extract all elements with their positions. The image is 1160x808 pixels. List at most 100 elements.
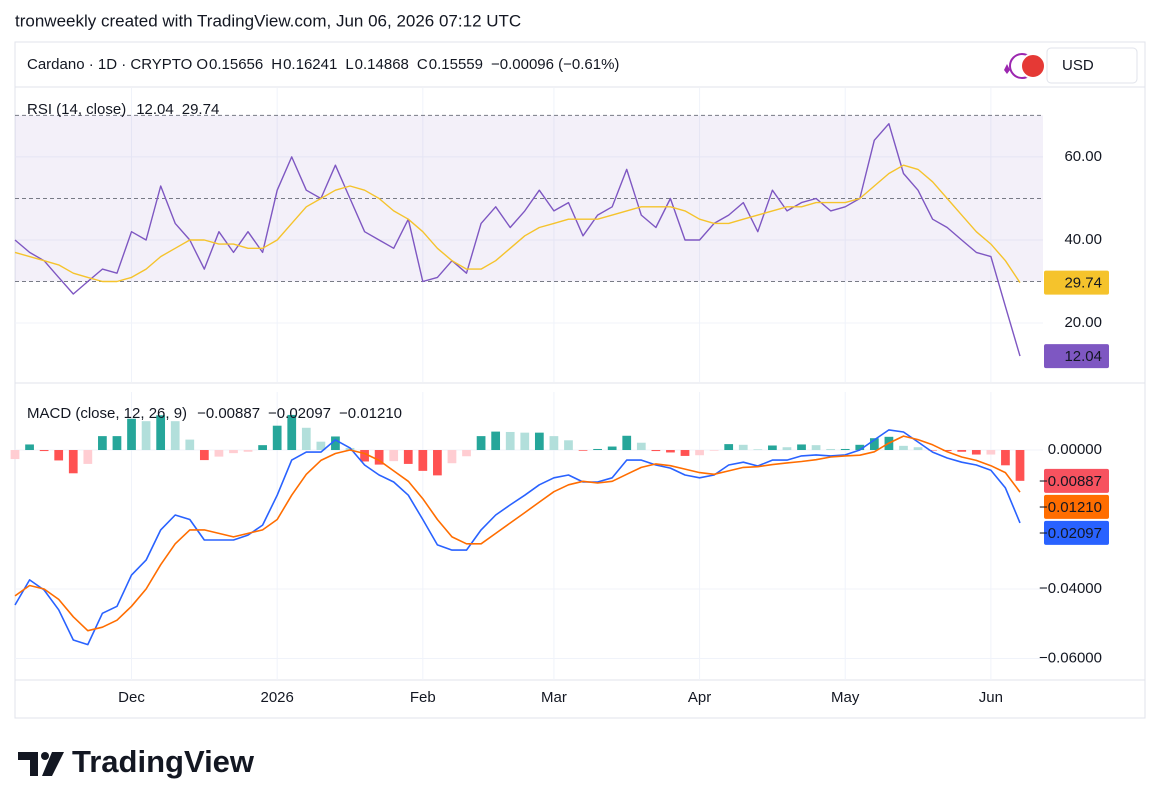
histogram-bar <box>520 432 530 451</box>
histogram-bar <box>272 425 282 451</box>
histogram-bar <box>534 432 544 451</box>
histogram-bar <box>462 450 471 457</box>
histogram-bar <box>170 421 180 451</box>
histogram-bar <box>768 445 777 451</box>
histogram-bar <box>636 442 646 451</box>
histogram-bar <box>301 427 311 451</box>
histogram-bar <box>199 450 209 461</box>
legend-value: 29.74 <box>182 101 220 118</box>
ohlc-label: L <box>345 56 353 73</box>
histogram-bar <box>651 450 661 452</box>
histogram-bar <box>185 439 195 451</box>
histogram-bar <box>899 445 908 451</box>
histogram-bar <box>986 450 996 455</box>
ohlc-value: 0.14868 <box>355 56 409 73</box>
histogram-bar <box>826 448 836 451</box>
price-badge-label: 12.04 <box>1064 348 1102 365</box>
legend-value: −0.01210 <box>339 405 402 422</box>
histogram-bar <box>957 450 967 452</box>
histogram-bar <box>287 414 297 451</box>
histogram-bar <box>418 450 428 471</box>
price-badge-label: −0.00887 <box>1039 473 1102 490</box>
histogram-bar <box>840 448 850 451</box>
histogram-bar <box>331 436 340 451</box>
x-tick-label: Jun <box>979 689 1003 706</box>
histogram-bar <box>98 436 107 451</box>
price-badge-label: 29.74 <box>1064 275 1102 292</box>
histogram-bar <box>593 448 602 451</box>
histogram-bar <box>811 445 821 451</box>
histogram-bar <box>622 435 632 451</box>
histogram-bar <box>229 450 238 454</box>
histogram-bar <box>316 441 326 451</box>
ohlc-label: O <box>196 56 208 73</box>
histogram-bar <box>1015 450 1025 481</box>
histogram-bar <box>243 450 253 452</box>
legend-value: 12.04 <box>136 101 174 118</box>
price-badge <box>1044 520 1109 545</box>
y-tick-label: −0.04000 <box>1039 580 1102 597</box>
series-line <box>14 429 1021 646</box>
x-tick-label: Apr <box>688 689 711 706</box>
ohlc-label: C <box>417 56 428 73</box>
histogram-bar <box>709 450 719 451</box>
histogram-bar <box>797 444 806 451</box>
legend-value: −0.00887 <box>197 405 260 422</box>
x-tick-label: Mar <box>541 689 567 706</box>
histogram-bar <box>127 418 136 451</box>
histogram-bar <box>214 450 224 457</box>
y-tick-label: −0.06000 <box>1039 649 1102 666</box>
histogram-bar <box>913 447 923 451</box>
histogram-bar <box>505 431 515 451</box>
histogram-bar <box>695 450 704 456</box>
histogram-bar <box>738 444 748 451</box>
histogram-bar <box>10 450 20 460</box>
y-tick-label: 20.00 <box>1064 314 1102 331</box>
symbol-name: Cardano · 1D · CRYPTO <box>27 56 192 73</box>
ohlc-value: 0.15559 <box>429 56 483 73</box>
indicator-title: MACD (close, 12, 26, 9) <box>27 405 187 422</box>
histogram-bar <box>389 450 399 462</box>
histogram-bar <box>680 450 690 456</box>
histogram-bar <box>971 450 981 455</box>
credit: tronweekly created with TradingView.com,… <box>15 11 521 30</box>
price-badge <box>1044 468 1109 493</box>
histogram-bar <box>68 450 78 474</box>
histogram-bar <box>258 445 267 451</box>
histogram-bar <box>433 450 442 476</box>
ohlc-value: 0.16241 <box>283 56 337 73</box>
icon <box>1004 64 1010 74</box>
y-tick-label: 60.00 <box>1064 148 1102 165</box>
histogram-bar <box>928 450 937 451</box>
histogram-bar <box>141 421 151 451</box>
price-badge <box>1044 494 1109 519</box>
y-tick-label: 0.00000 <box>1048 441 1102 458</box>
logo: TradingView <box>72 744 255 779</box>
x-tick-label: May <box>831 689 860 706</box>
price-change: −0.00096 (−0.61%) <box>491 56 619 73</box>
histogram-bar <box>374 450 384 465</box>
histogram-bar <box>1001 450 1010 466</box>
chart-frame <box>14 41 1146 719</box>
currency-button[interactable] <box>1046 47 1138 84</box>
ohlc-label: H <box>271 56 282 73</box>
legend-value: −0.02097 <box>268 405 331 422</box>
series-line <box>14 164 1021 283</box>
histogram-bar <box>83 450 93 464</box>
y-tick-label: 40.00 <box>1064 231 1102 248</box>
histogram-bar <box>447 450 457 464</box>
histogram-bar <box>360 450 369 462</box>
histogram-bar <box>666 450 675 453</box>
x-tick-label: Dec <box>118 689 145 706</box>
histogram-bar <box>112 436 122 451</box>
histogram-bar <box>869 438 879 451</box>
histogram-bar <box>607 446 617 451</box>
currency[interactable]: USD <box>1062 57 1094 74</box>
series-line <box>14 435 1021 632</box>
price-badge <box>1044 270 1109 295</box>
price-badge-label: −0.01210 <box>1039 499 1102 516</box>
flag-icon <box>1020 53 1046 79</box>
indicator-title: RSI (14, close) <box>27 101 126 118</box>
price-badge <box>1044 344 1109 369</box>
histogram-bar <box>724 444 734 451</box>
